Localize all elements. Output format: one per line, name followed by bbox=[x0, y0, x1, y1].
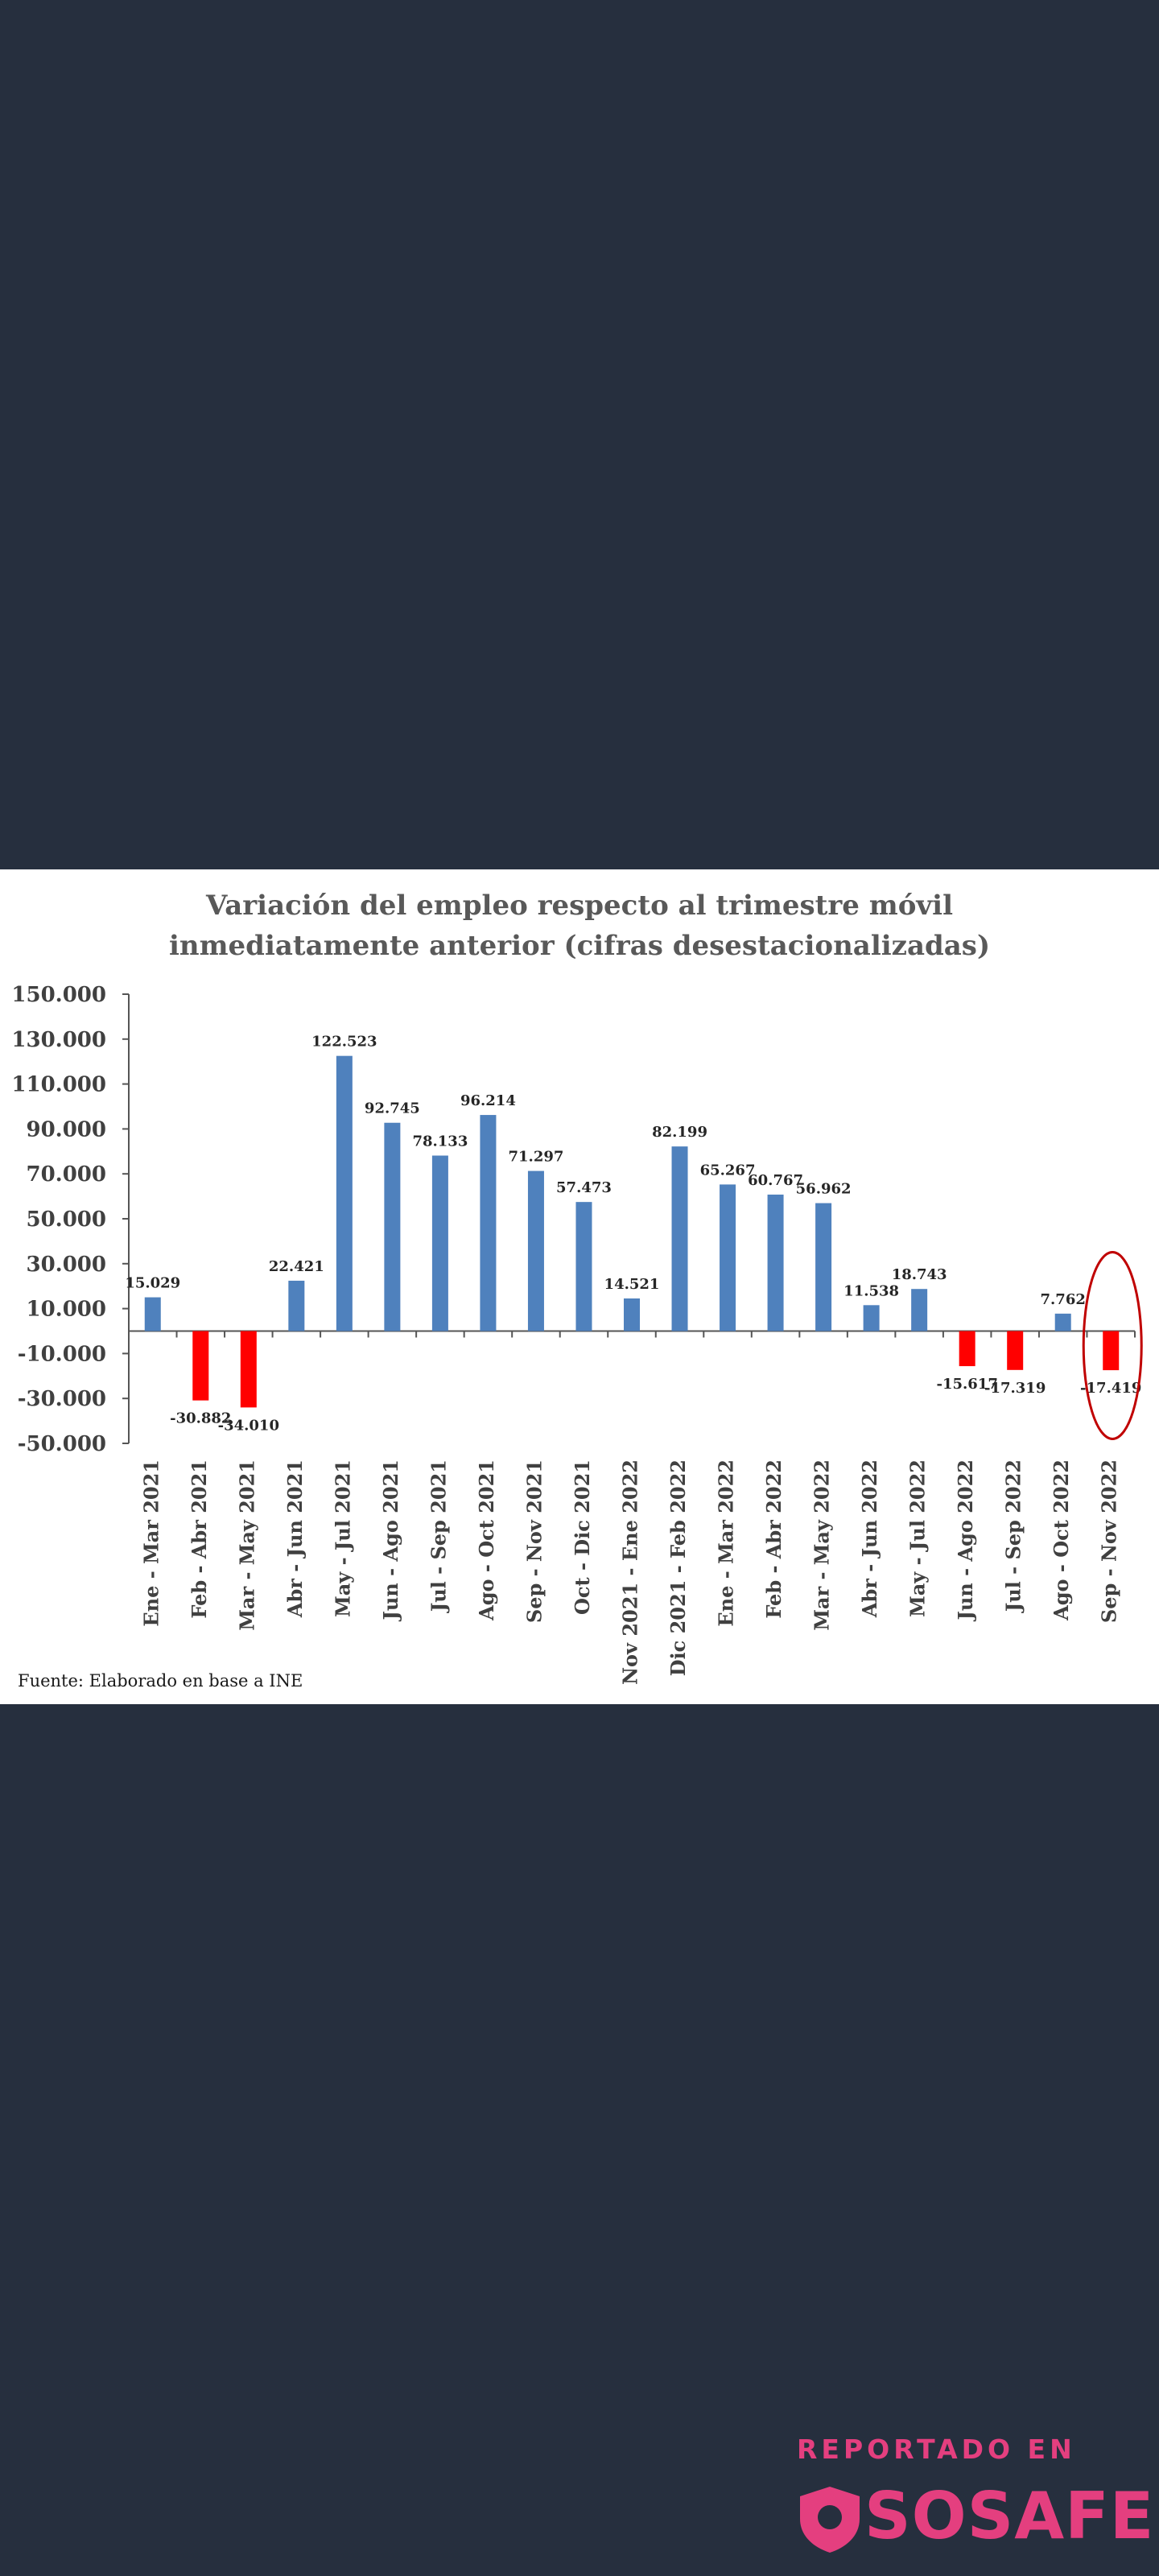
bar bbox=[384, 1122, 401, 1331]
category-label: Dic 2021 - Feb 2022 bbox=[666, 1459, 690, 1676]
shield-icon bbox=[800, 2487, 860, 2553]
brand-tag: REPORTADO EN bbox=[797, 2434, 1076, 2465]
y-tick-label: 50.000 bbox=[26, 1208, 106, 1232]
bar bbox=[288, 1280, 305, 1331]
y-tick-label: -50.000 bbox=[18, 1432, 106, 1456]
data-label: 82.199 bbox=[652, 1124, 707, 1141]
data-label: -17.419 bbox=[1080, 1380, 1141, 1397]
data-label: 96.214 bbox=[460, 1092, 516, 1109]
data-label: 60.767 bbox=[748, 1172, 803, 1189]
y-tick-label: 110.000 bbox=[11, 1073, 106, 1097]
y-tick-label: 70.000 bbox=[26, 1162, 106, 1187]
category-label: Mar - May 2021 bbox=[235, 1459, 258, 1631]
data-label: 11.538 bbox=[843, 1282, 899, 1299]
category-label: Abr - Jun 2021 bbox=[283, 1459, 307, 1618]
chart-panel: Variación del empleo respecto al trimest… bbox=[0, 869, 1159, 1704]
category-label: Ago - Oct 2021 bbox=[475, 1459, 498, 1621]
data-label: 92.745 bbox=[365, 1100, 420, 1117]
bar bbox=[336, 1055, 353, 1331]
category-label: Mar - May 2022 bbox=[810, 1459, 834, 1631]
bar bbox=[671, 1146, 688, 1331]
bar bbox=[192, 1331, 209, 1401]
data-label: 22.421 bbox=[269, 1258, 324, 1275]
y-tick-label: 130.000 bbox=[11, 1028, 106, 1052]
brand-watermark: REPORTADO EN SOSAFE bbox=[789, 2427, 1153, 2564]
bar bbox=[863, 1305, 880, 1331]
data-label: 57.473 bbox=[556, 1179, 612, 1196]
data-label: -34.010 bbox=[218, 1417, 279, 1434]
data-label: 56.962 bbox=[796, 1181, 852, 1198]
data-label: -15.617 bbox=[936, 1376, 997, 1393]
data-label: -17.319 bbox=[984, 1380, 1046, 1397]
bar bbox=[431, 1155, 448, 1331]
category-label: Abr - Jun 2022 bbox=[858, 1459, 881, 1618]
bar bbox=[959, 1331, 975, 1367]
source-note: Fuente: Elaborado en base a INE bbox=[18, 1671, 303, 1690]
y-tick-label: -10.000 bbox=[18, 1342, 106, 1366]
category-label: Feb - Abr 2022 bbox=[762, 1459, 786, 1619]
data-label: 14.521 bbox=[604, 1276, 660, 1293]
chart-title-line-1: Variación del empleo respecto al trimest… bbox=[205, 890, 953, 922]
y-tick-label: 30.000 bbox=[26, 1253, 106, 1277]
data-label: 15.029 bbox=[125, 1275, 180, 1292]
category-label: Feb - Abr 2021 bbox=[188, 1459, 211, 1619]
data-label: 65.267 bbox=[700, 1162, 756, 1179]
category-label: Sep - Nov 2021 bbox=[522, 1459, 546, 1623]
bar bbox=[720, 1184, 736, 1331]
category-label: Ene - Mar 2021 bbox=[139, 1459, 163, 1627]
category-label: May - Jul 2022 bbox=[906, 1459, 930, 1617]
category-label: Ago - Oct 2022 bbox=[1050, 1459, 1073, 1621]
y-tick-label: 10.000 bbox=[26, 1298, 106, 1322]
category-label: Sep - Nov 2022 bbox=[1098, 1459, 1121, 1623]
data-label: -30.882 bbox=[170, 1410, 231, 1427]
brand-name: SOSAFE bbox=[864, 2479, 1155, 2553]
bar bbox=[240, 1331, 257, 1408]
category-label: Jul - Sep 2022 bbox=[1002, 1459, 1025, 1613]
bar bbox=[480, 1115, 497, 1331]
bar bbox=[1007, 1331, 1024, 1370]
bar-chart: 150.000 130.000 110.000 90.000 70.000 50.000 3… bbox=[11, 983, 1143, 1685]
category-label: Jun - Ago 2021 bbox=[379, 1459, 402, 1622]
bar bbox=[1103, 1331, 1120, 1371]
category-label: Jul - Sep 2021 bbox=[427, 1459, 450, 1613]
chart-title-line-2: inmediatamente anterior (cifras desestac… bbox=[168, 930, 991, 962]
data-label: 7.762 bbox=[1041, 1291, 1086, 1308]
highlight-ellipse bbox=[1082, 1251, 1143, 1440]
bar bbox=[624, 1298, 640, 1331]
y-tick-label: -30.000 bbox=[18, 1387, 106, 1411]
data-label: 122.523 bbox=[311, 1034, 377, 1051]
bar bbox=[1054, 1313, 1071, 1331]
y-tick-label: 90.000 bbox=[26, 1117, 106, 1141]
data-label: 18.743 bbox=[892, 1266, 947, 1283]
data-label: 71.297 bbox=[509, 1149, 564, 1166]
category-label: May - Jul 2021 bbox=[331, 1459, 354, 1617]
bar bbox=[815, 1203, 832, 1331]
bar bbox=[144, 1297, 161, 1331]
data-label: 78.133 bbox=[412, 1133, 468, 1150]
category-label: Ene - Mar 2022 bbox=[715, 1459, 738, 1627]
bar bbox=[911, 1289, 928, 1331]
y-tick-label: 150.000 bbox=[11, 983, 106, 1007]
category-label: Jun - Ago 2022 bbox=[954, 1459, 977, 1622]
category-label: Oct - Dic 2021 bbox=[571, 1459, 594, 1615]
bar bbox=[527, 1170, 544, 1331]
bar bbox=[575, 1202, 592, 1331]
category-label: Nov 2021 - Ene 2022 bbox=[619, 1459, 642, 1685]
bar bbox=[767, 1194, 784, 1331]
